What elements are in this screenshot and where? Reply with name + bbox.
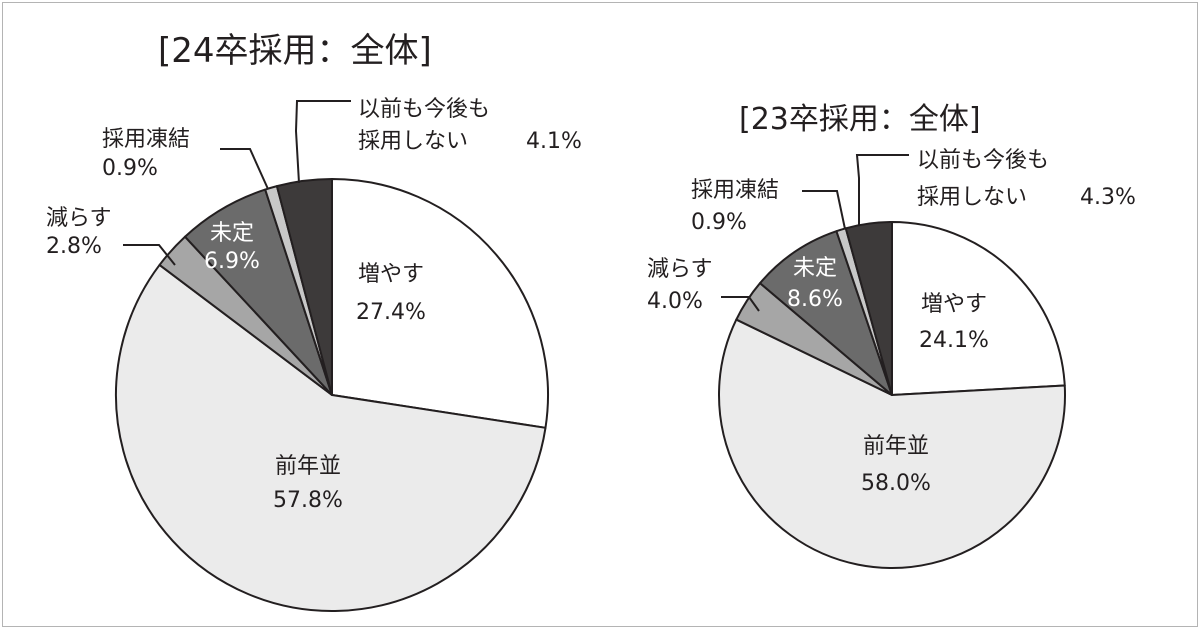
slice-value-decrease-23: 4.0% (647, 289, 703, 314)
slice-label-increase-24: 増やす (358, 262, 424, 287)
leader-line-freeze-23 (802, 190, 846, 230)
pie-charts-svg: [24卒採用：全体] 増やす 27.4% 前年並 57.8% 減らす 2.8% … (46, 31, 1136, 612)
slice-label-freeze-24: 採用凍結 (102, 127, 190, 152)
leader-line-never-23 (855, 154, 909, 225)
slice-value-decrease-24: 2.8% (46, 234, 102, 259)
slice-label-never-23-line2: 採用しない (917, 185, 1027, 210)
slice-value-same-24: 57.8% (273, 488, 343, 513)
slice-label-never-23-line1: 以前も今後も (917, 148, 1049, 173)
slice-value-freeze-23: 0.9% (691, 210, 747, 235)
slice-value-increase-23: 24.1% (919, 328, 989, 353)
pie-slice-undecided-23 (759, 230, 893, 396)
pie-slice-never-24 (275, 178, 333, 396)
slice-value-undecided-23: 8.6% (787, 287, 843, 312)
leader-line-decrease-24 (123, 244, 176, 266)
slice-label-decrease-23: 減らす (647, 257, 713, 282)
pie-slice-increase-24 (331, 178, 549, 429)
pie-chart-23: [23卒採用：全体] 増やす 24.1% 前年並 58.0% 減らす 4.0% … (647, 102, 1136, 569)
slice-value-undecided-24: 6.9% (204, 249, 260, 274)
chart-title-24: [24卒採用：全体] (158, 31, 432, 71)
pie-slices-23 (718, 221, 1066, 569)
slice-label-same-23: 前年並 (863, 434, 929, 459)
leader-line-freeze-24 (220, 148, 269, 190)
chart-title-23: [23卒採用：全体] (739, 102, 981, 137)
pie-slice-increase-23 (891, 221, 1066, 396)
slice-value-never-23: 4.3% (1080, 185, 1136, 210)
slice-label-freeze-23: 採用凍結 (691, 178, 779, 203)
leader-lines-23 (721, 154, 909, 312)
leader-lines-24 (123, 100, 351, 266)
slice-value-same-23: 58.0% (861, 471, 931, 496)
slice-label-never-24-line2: 採用しない (358, 129, 468, 154)
slice-label-decrease-24: 減らす (46, 206, 112, 231)
leader-line-decrease-23 (721, 296, 760, 312)
pie-slice-same-23 (718, 318, 1066, 569)
slice-label-same-24: 前年並 (275, 454, 341, 479)
slice-label-increase-23: 増やす (921, 292, 987, 317)
slice-value-freeze-24: 0.9% (102, 156, 158, 181)
slice-label-undecided-23: 未定 (793, 256, 837, 281)
slice-value-increase-24: 27.4% (356, 300, 426, 325)
pie-slices-24 (115, 178, 549, 612)
slice-label-undecided-24: 未定 (210, 221, 254, 246)
pie-chart-24: [24卒採用：全体] 増やす 27.4% 前年並 57.8% 減らす 2.8% … (46, 31, 582, 612)
leader-line-never-24 (294, 100, 351, 184)
pie-slice-same-24 (115, 263, 547, 612)
slice-label-never-24-line1: 以前も今後も (358, 97, 490, 122)
slice-value-never-24: 4.1% (526, 129, 582, 154)
